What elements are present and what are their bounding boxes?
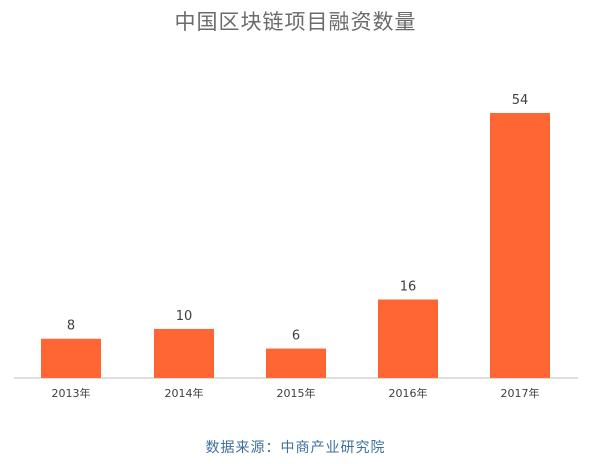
chart-source: 数据来源：中商产业研究院	[205, 440, 386, 456]
value-label-3: 16	[400, 279, 417, 294]
category-label-3: 2016年	[389, 386, 428, 400]
bar-2	[266, 348, 326, 378]
category-label-2: 2015年	[277, 386, 316, 400]
chart-title: 中国区块链项目融资数量	[174, 10, 417, 34]
bars-layer	[41, 113, 550, 378]
category-label-4: 2017年	[501, 386, 540, 400]
value-label-4: 54	[512, 93, 529, 108]
value-label-2: 6	[292, 329, 300, 344]
bar-0	[41, 338, 101, 378]
value-label-0: 8	[67, 319, 75, 334]
category-label-0: 2013年	[52, 386, 91, 400]
labels-layer: 8 2013年 10 2014年 6 2015年 16 2016年 54 2017年	[52, 93, 540, 400]
bar-1	[154, 328, 214, 378]
bar-4	[490, 113, 550, 378]
bar-3	[378, 299, 438, 378]
category-label-1: 2014年	[165, 386, 204, 400]
value-label-1: 10	[176, 309, 193, 324]
